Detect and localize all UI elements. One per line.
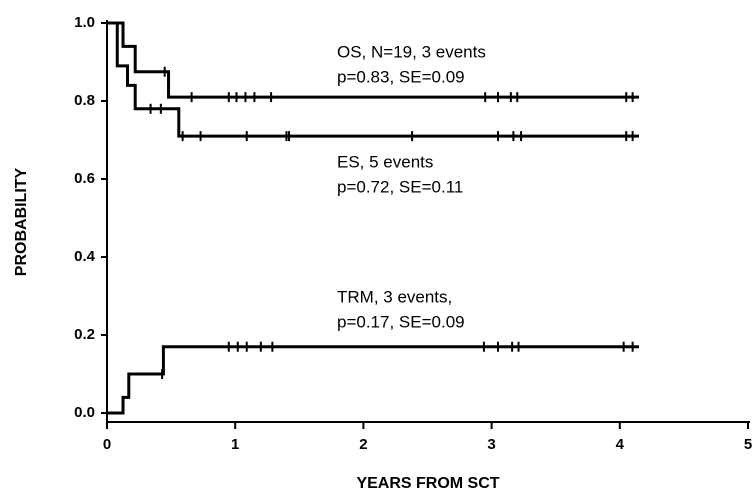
annotation: OS, N=19, 3 events <box>337 42 486 61</box>
survival-curve <box>107 21 640 138</box>
y-tick-label: 0.8 <box>74 92 95 109</box>
annotation: TRM, 3 events, <box>337 287 452 306</box>
survival-curve <box>107 21 640 99</box>
y-tick-label: 1.0 <box>74 14 95 31</box>
x-tick-label: 2 <box>359 436 367 453</box>
x-tick-label: 4 <box>616 436 625 453</box>
y-axis-title: PROBABILITY <box>13 167 30 276</box>
y-tick-label: 0.2 <box>74 326 95 343</box>
x-axis-title: YEARS FROM SCT <box>356 475 499 492</box>
x-tick-label: 5 <box>744 436 752 453</box>
y-tick-label: 0.6 <box>74 170 95 187</box>
x-tick-label: 1 <box>231 436 239 453</box>
x-tick-label: 0 <box>103 436 111 453</box>
y-tick-label: 0.4 <box>74 248 96 265</box>
annotation: p=0.83, SE=0.09 <box>337 67 465 86</box>
annotation: ES, 5 events <box>337 152 433 171</box>
annotation: p=0.72, SE=0.11 <box>337 177 463 196</box>
x-tick-label: 3 <box>487 436 495 453</box>
annotation: p=0.17, SE=0.09 <box>337 312 465 331</box>
y-tick-label: 0.0 <box>74 404 95 421</box>
survival-curve <box>107 345 640 415</box>
